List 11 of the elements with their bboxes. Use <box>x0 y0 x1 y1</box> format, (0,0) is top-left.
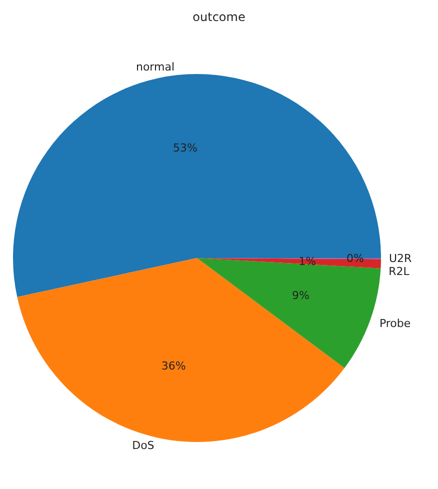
slice-label: Probe <box>379 317 411 330</box>
data-label: 1% <box>298 254 316 268</box>
slice-label: R2L <box>388 265 410 278</box>
slice-label: normal <box>136 60 175 74</box>
chart-title: outcome <box>192 10 246 24</box>
data-label: 36% <box>161 359 186 372</box>
data-label: 0% <box>346 252 364 265</box>
slice-label: U2R <box>389 252 412 266</box>
data-label: 53% <box>173 142 198 155</box>
slice-label: DoS <box>132 439 154 452</box>
data-label: 9% <box>292 289 310 302</box>
